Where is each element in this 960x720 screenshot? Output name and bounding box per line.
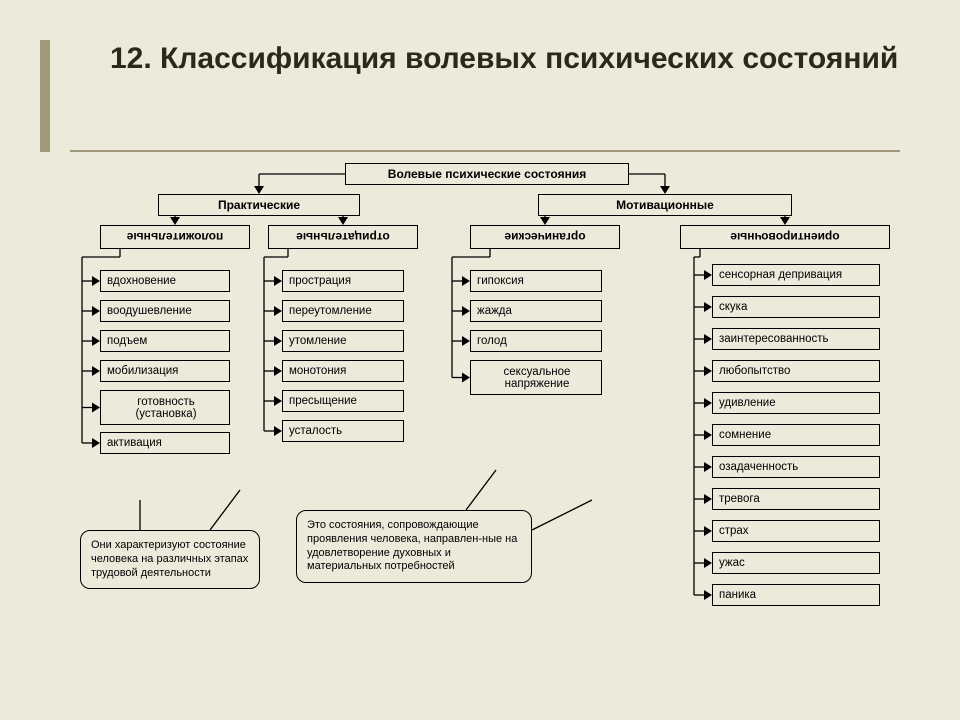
item-col3-0: гипоксия: [470, 270, 602, 292]
item-col3-2: голод: [470, 330, 602, 352]
level2-r1: органические: [470, 225, 620, 249]
item-col2-2: утомление: [282, 330, 404, 352]
level1-right: Мотивационные: [538, 194, 792, 216]
level2-l2: отрицательные: [268, 225, 418, 249]
item-col1-2: подъем: [100, 330, 230, 352]
item-col4-2: заинтересованность: [712, 328, 880, 350]
item-col1-1: воодушевление: [100, 300, 230, 322]
item-col2-5: усталость: [282, 420, 404, 442]
level2-r2: ориентировочные: [680, 225, 890, 249]
accent-bar: [40, 40, 50, 152]
item-col4-10: паника: [712, 584, 880, 606]
item-col4-9: ужас: [712, 552, 880, 574]
title-area: 12. Классификация волевых психических со…: [0, 0, 960, 90]
item-col1-5: активация: [100, 432, 230, 454]
item-col4-6: озадаченность: [712, 456, 880, 478]
item-col1-0: вдохновение: [100, 270, 230, 292]
item-col2-0: прострация: [282, 270, 404, 292]
root-box: Волевые психические состояния: [345, 163, 629, 185]
item-col2-3: монотония: [282, 360, 404, 382]
item-col4-4: удивление: [712, 392, 880, 414]
title-rule: [70, 150, 900, 152]
item-col1-4: готовность (установка): [100, 390, 230, 425]
item-col4-5: сомнение: [712, 424, 880, 446]
item-col4-8: страх: [712, 520, 880, 542]
item-col4-3: любопытство: [712, 360, 880, 382]
item-col4-7: тревога: [712, 488, 880, 510]
item-col2-4: пресыщение: [282, 390, 404, 412]
item-col1-3: мобилизация: [100, 360, 230, 382]
callout-1: Они характеризуют состояние человека на …: [80, 530, 260, 589]
item-col2-1: переутомление: [282, 300, 404, 322]
item-col4-1: скука: [712, 296, 880, 318]
page-title: 12. Классификация волевых психических со…: [110, 40, 960, 78]
item-col4-0: сенсорная депривация: [712, 264, 880, 286]
item-col3-1: жажда: [470, 300, 602, 322]
level2-l1: положительные: [100, 225, 250, 249]
callout-2: Это состояния, сопровождающие проявления…: [296, 510, 532, 583]
level1-left: Практические: [158, 194, 360, 216]
item-col3-3: сексуальное напряжение: [470, 360, 602, 395]
